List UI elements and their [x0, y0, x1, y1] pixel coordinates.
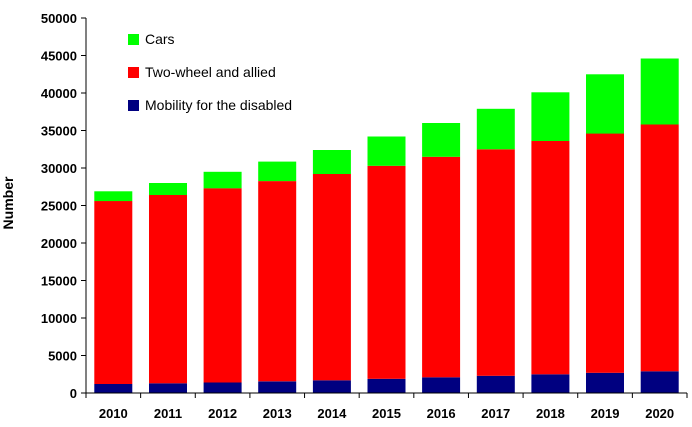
bar-2012-series-2	[203, 171, 242, 189]
x-tick-label: 2010	[99, 406, 128, 421]
legend-label: Two-wheel and allied	[145, 64, 276, 80]
bar-2014-series-0	[312, 380, 351, 394]
x-tick-label: 2011	[154, 406, 182, 421]
bar-2017-series-0	[476, 375, 515, 394]
bar-2016-series-2	[422, 123, 461, 157]
bar-2012-series-0	[203, 382, 242, 393]
bar-2017-series-1	[476, 149, 515, 376]
x-tick-label: 2017	[481, 406, 510, 421]
x-tick-label: 2018	[536, 406, 565, 421]
x-tick-label: 2019	[591, 406, 620, 421]
bars	[94, 58, 679, 394]
bar-2013-series-1	[258, 181, 297, 382]
bar-2015-series-2	[367, 136, 406, 166]
bar-2015-series-0	[367, 378, 406, 394]
bar-2010-series-0	[94, 384, 133, 393]
bar-2019-series-1	[586, 133, 624, 373]
bar-2018-series-1	[531, 141, 570, 375]
axes	[81, 17, 688, 398]
bar-2019-series-2	[586, 74, 624, 134]
y-tick-label: 0	[70, 386, 77, 401]
legend: Cars Two-wheel and allied Mobility for the…	[128, 31, 292, 113]
y-tick-label: 25000	[41, 199, 77, 214]
bar-2013-series-2	[258, 161, 297, 182]
y-tick-label: 30000	[41, 161, 77, 176]
x-tick-label: 2014	[317, 406, 347, 421]
x-tick-labels: 2010 2011 2012 2013 2014 2015 2016 2017 2018 2019…	[99, 406, 674, 421]
bar-2013-series-0	[258, 381, 297, 393]
legend-swatch	[128, 100, 139, 111]
x-tick-label: 2016	[427, 406, 456, 421]
legend-swatch	[128, 67, 139, 78]
bar-2014-series-2	[312, 150, 351, 174]
bar-2014-series-1	[312, 174, 351, 381]
y-tick-label: 35000	[41, 124, 77, 139]
legend-label: Cars	[145, 31, 175, 47]
y-tick-labels: 0 5000 10000 15000 20000 25000 30000 35000 40000…	[41, 11, 77, 401]
bar-2011-series-1	[149, 195, 187, 384]
bar-2018-series-2	[531, 92, 570, 141]
bar-2015-series-1	[367, 165, 406, 379]
y-tick-label: 50000	[41, 11, 77, 26]
bar-2010-series-2	[94, 191, 133, 202]
bar-2020-series-1	[640, 124, 679, 372]
y-tick-label: 40000	[41, 86, 77, 101]
bar-2011-series-2	[149, 183, 187, 195]
y-tick-label: 15000	[41, 274, 77, 289]
y-tick-label: 45000	[41, 49, 77, 64]
bar-2016-series-1	[422, 156, 461, 378]
x-tick-label: 2015	[372, 406, 401, 421]
x-tick-label: 2013	[263, 406, 292, 421]
bar-2020-series-0	[640, 371, 679, 394]
legend-swatch	[128, 34, 139, 45]
x-tick-label: 2020	[645, 406, 674, 421]
bar-2020-series-2	[640, 58, 679, 125]
bar-2010-series-1	[94, 201, 133, 384]
bar-2012-series-1	[203, 188, 242, 383]
y-tick-label: 10000	[41, 311, 77, 326]
bar-2019-series-0	[586, 372, 624, 394]
legend-label: Mobility for the disabled	[145, 97, 292, 113]
x-tick-label: 2012	[208, 406, 237, 421]
bar-2017-series-2	[476, 108, 515, 150]
bar-2018-series-0	[531, 374, 570, 394]
bar-2016-series-0	[422, 377, 461, 394]
bar-2011-series-0	[149, 383, 187, 394]
y-tick-label: 20000	[41, 236, 77, 251]
y-axis-label: Number	[0, 176, 16, 229]
y-tick-label: 5000	[48, 349, 77, 364]
